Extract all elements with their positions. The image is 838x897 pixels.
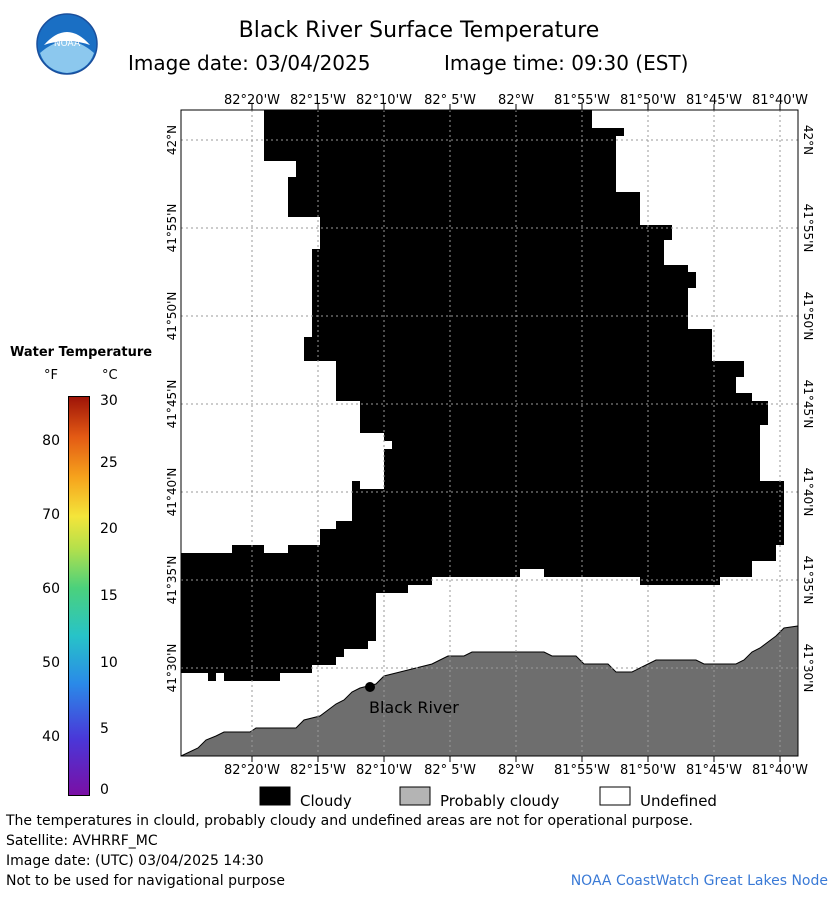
lon-label: 82°20'W [224,763,280,778]
f-tick: 60 [42,581,60,597]
lon-label: 82°15'W [290,763,346,778]
lat-label: 41°30'N [801,644,815,693]
lon-label: 82° 5'W [424,93,476,108]
shoreline [180,621,799,753]
lon-label: 81°55'W [554,93,610,108]
lat-label: 41°40'N [165,468,179,517]
lon-label: 81°45'W [686,763,742,778]
location-label: Black River [369,698,459,717]
image-time: Image time: 09:30 (EST) [444,51,689,75]
c-tick: 30 [100,393,118,409]
unit-fahrenheit: °F [44,368,58,383]
lat-label: 41°40'N [801,468,815,517]
lat-labels-right: 42°N 41°55'N 41°50'N 41°45'N 41°40'N 41°… [801,125,815,693]
lon-label: 82°W [498,93,534,108]
lon-label: 82°10'W [356,763,412,778]
c-tick: 0 [100,782,109,798]
lon-label: 82°10'W [356,93,412,108]
lon-label: 82°W [498,763,534,778]
map-frame [180,109,799,757]
disclaimer-text: The temperatures in clould, probably clo… [6,813,693,829]
lon-label: 82°20'W [224,93,280,108]
image-date: Image date: 03/04/2025 [128,51,371,75]
lat-label: 41°30'N [165,644,179,693]
lat-label: 41°35'N [165,556,179,605]
c-tick: 10 [100,655,118,671]
lon-label: 81°50'W [620,763,676,778]
frame-ticks [251,104,781,762]
legend-swatch-probably-cloudy [399,786,431,806]
c-tick: 5 [100,721,109,737]
legend-title: Water Temperature [10,345,153,360]
legend-swatch-cloudy [259,786,291,806]
utc-date-text: Image date: (UTC) 03/04/2025 14:30 [6,853,264,869]
land-area [180,625,799,757]
satellite-text: Satellite: AVHRRF_MC [6,833,158,849]
lat-label: 41°50'N [165,292,179,341]
lon-labels-bottom: 82°20'W 82°15'W 82°10'W 82° 5'W 82°W 81°… [224,763,808,778]
lon-label: 81°55'W [554,763,610,778]
f-tick: 70 [42,507,60,523]
lat-labels-left: 42°N 41°55'N 41°50'N 41°45'N 41°40'N 41°… [165,125,179,693]
nav-warning-text: Not to be used for navigational purpose [6,873,285,889]
legend-label-cloudy: Cloudy [300,792,352,810]
lat-label: 41°35'N [801,556,815,605]
lat-label: 42°N [801,125,815,155]
c-tick: 15 [100,588,118,604]
lon-label: 81°40'W [752,763,808,778]
cloud-mask [181,110,784,681]
lon-label: 82°15'W [290,93,346,108]
lat-label: 42°N [165,125,179,155]
lat-label: 41°55'N [801,204,815,253]
lat-label: 41°50'N [801,292,815,341]
lat-label: 41°45'N [165,380,179,429]
legend-swatch-undefined [599,786,631,806]
lon-label: 81°45'W [686,93,742,108]
lon-label: 81°40'W [752,93,808,108]
lon-label: 82° 5'W [424,763,476,778]
noaa-logo: NOAA [36,13,98,75]
f-tick: 40 [42,729,60,745]
lat-label: 41°55'N [165,204,179,253]
f-tick: 80 [42,433,60,449]
unit-celsius: °C [102,368,118,383]
c-tick: 25 [100,455,118,471]
legend-label-probably-cloudy: Probably cloudy [440,792,559,810]
page-title: Black River Surface Temperature [238,18,600,43]
lat-label: 41°45'N [801,380,815,429]
c-tick: 20 [100,521,118,537]
credit-text: NOAA CoastWatch Great Lakes Node [570,873,828,889]
lon-label: 81°50'W [620,93,676,108]
location-marker-icon [365,682,375,692]
legend-label-undefined: Undefined [640,792,717,810]
lon-labels-top: 82°20'W 82°15'W 82°10'W 82° 5'W 82°W 81°… [224,93,808,108]
f-tick: 50 [42,655,60,671]
temperature-colorbar [68,396,90,796]
logo-text: NOAA [54,39,81,49]
